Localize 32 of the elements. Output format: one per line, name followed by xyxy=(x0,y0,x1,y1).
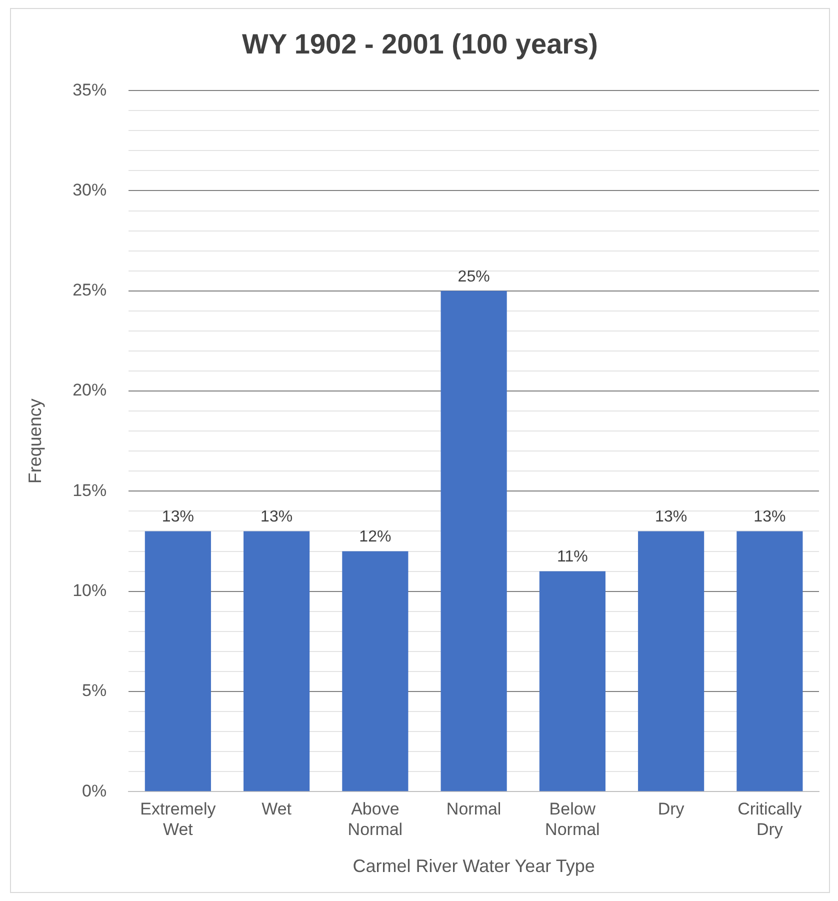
x-tick-label: Dry xyxy=(658,799,685,818)
bar xyxy=(539,571,606,792)
chart-title: WY 1902 - 2001 (100 years) xyxy=(242,28,598,60)
y-tick-label: 15% xyxy=(72,480,107,500)
x-tick-label: Extremely Wet xyxy=(140,799,216,839)
y-axis-title: Frequency xyxy=(24,398,45,484)
bar xyxy=(638,531,704,792)
bar xyxy=(342,551,408,792)
data-label: 11% xyxy=(557,548,588,566)
x-tick-label: Critically Dry xyxy=(738,799,802,839)
data-label: 25% xyxy=(458,268,490,286)
y-tick-label: 5% xyxy=(82,681,107,700)
data-label: 13% xyxy=(655,508,688,526)
y-tick-label: 0% xyxy=(82,781,107,800)
y-tick-label: 30% xyxy=(72,180,107,200)
y-tick-label: 35% xyxy=(72,80,107,100)
x-tick-label: Normal xyxy=(446,799,502,818)
bar xyxy=(440,290,507,792)
bar xyxy=(736,531,803,792)
x-tick-label: Wet xyxy=(262,799,292,818)
bar xyxy=(244,531,310,792)
x-axis-title: Carmel River Water Year Type xyxy=(352,856,595,876)
x-tick-label: Above Normal xyxy=(348,799,403,839)
y-tick-label: 25% xyxy=(72,280,107,300)
y-tick-label: 20% xyxy=(72,380,107,400)
data-label: 13% xyxy=(162,508,194,526)
x-tick-label: Below Normal xyxy=(545,799,600,839)
bar xyxy=(144,531,211,792)
data-label: 12% xyxy=(359,528,392,546)
data-label: 13% xyxy=(754,508,786,526)
y-tick-label: 10% xyxy=(72,581,107,600)
data-label: 13% xyxy=(260,508,293,526)
